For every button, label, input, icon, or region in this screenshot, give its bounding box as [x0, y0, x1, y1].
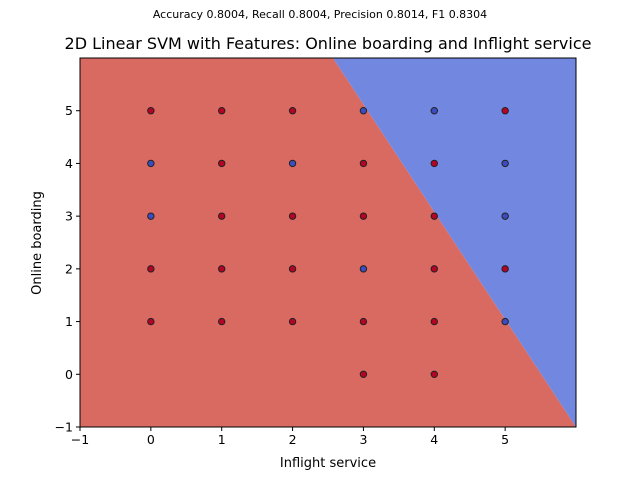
data-point-red: [148, 108, 154, 114]
data-point-red: [219, 213, 225, 219]
x-tick-label: −1: [71, 432, 89, 447]
x-tick-label: 1: [218, 432, 226, 447]
data-point-red: [360, 371, 366, 377]
x-axis-label: Inflight service: [280, 456, 376, 471]
data-point-red: [502, 266, 508, 272]
data-point-blue: [431, 108, 437, 114]
data-point-red: [219, 266, 225, 272]
y-axis-label: Online boarding: [30, 191, 45, 295]
y-tick-label: 3: [65, 209, 73, 224]
x-tick-label: 0: [147, 432, 155, 447]
metrics-suptitle: Accuracy 0.8004, Recall 0.8004, Precisio…: [153, 8, 487, 21]
data-point-blue: [148, 160, 154, 166]
y-axis-ticks: −1 0 1 2 3 4 5: [55, 103, 80, 434]
x-tick-label: 2: [289, 432, 297, 447]
data-point-blue: [502, 160, 508, 166]
y-tick-label: 2: [65, 261, 73, 276]
data-point-red: [148, 318, 154, 324]
data-point-red: [431, 213, 437, 219]
data-point-red: [289, 318, 295, 324]
data-point-blue: [360, 108, 366, 114]
data-point-blue: [502, 213, 508, 219]
data-point-red: [360, 160, 366, 166]
data-point-red: [219, 160, 225, 166]
plot-area: [80, 58, 576, 427]
x-axis-ticks: −1 0 1 2 3 4 5: [71, 427, 509, 447]
data-point-red: [148, 266, 154, 272]
data-point-red: [289, 213, 295, 219]
chart-title: 2D Linear SVM with Features: Online boar…: [65, 34, 592, 53]
data-point-blue: [360, 266, 366, 272]
data-point-red: [431, 318, 437, 324]
data-point-red: [431, 266, 437, 272]
x-tick-label: 3: [359, 432, 367, 447]
data-point-blue: [289, 160, 295, 166]
x-tick-label: 4: [430, 432, 438, 447]
y-tick-label: 0: [65, 367, 73, 382]
data-point-red: [360, 213, 366, 219]
data-point-red: [502, 108, 508, 114]
data-point-blue: [502, 318, 508, 324]
data-point-red: [289, 266, 295, 272]
y-tick-label: 1: [65, 314, 73, 329]
data-point-red: [431, 371, 437, 377]
data-point-red: [219, 318, 225, 324]
y-tick-label: 4: [65, 156, 73, 171]
data-point-red: [289, 108, 295, 114]
data-point-blue: [148, 213, 154, 219]
data-point-red: [431, 160, 437, 166]
data-point-red: [360, 318, 366, 324]
x-tick-label: 5: [501, 432, 509, 447]
y-tick-label: −1: [55, 420, 73, 435]
y-tick-label: 5: [65, 103, 73, 118]
data-point-red: [219, 108, 225, 114]
